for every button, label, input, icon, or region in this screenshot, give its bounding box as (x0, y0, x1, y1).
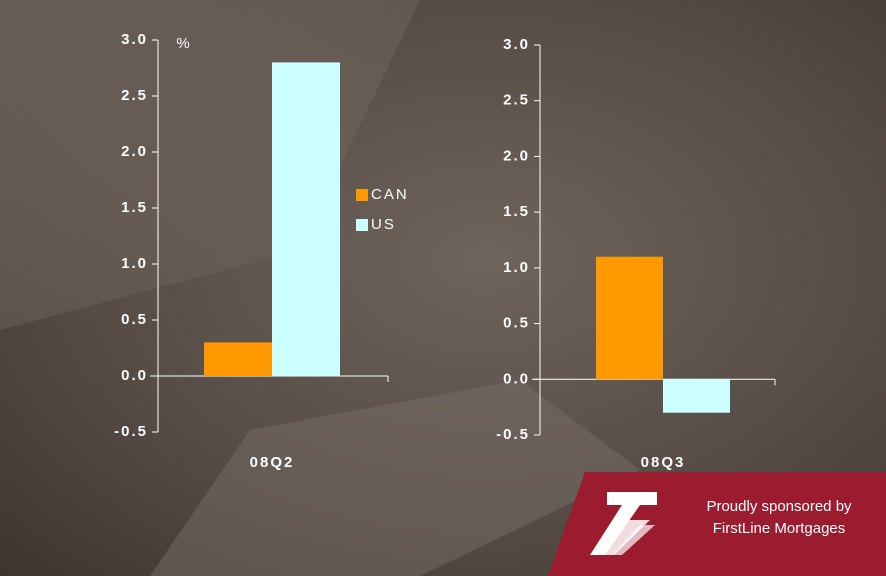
x-tick-label: 08Q3 (641, 454, 686, 471)
y-tick-label: 0.0 (503, 370, 530, 387)
bar (204, 342, 272, 376)
y-tick-label: 1.0 (503, 259, 530, 276)
y-tick-label: 2.0 (121, 143, 148, 160)
y-tick-label: -0.5 (114, 423, 148, 440)
bar (596, 257, 663, 380)
screen: -0.5 0.0 0.5 1.0 1.5 2.0 2.5 3.0% 08Q2 CAN US -0.5 0… (0, 0, 886, 576)
y-tick-label: -0.5 (496, 426, 530, 443)
legend-swatch (356, 189, 368, 201)
x-tick-label: 08Q2 (250, 454, 295, 471)
sponsor-text: FirstLine Mortgages (713, 520, 846, 537)
y-tick-label: 1.5 (121, 199, 148, 216)
unit-label: % (176, 35, 189, 52)
y-tick-label: 2.5 (121, 87, 148, 104)
y-tick-label: 1.5 (503, 203, 530, 220)
y-tick-label: 2.5 (503, 92, 530, 109)
bar (272, 62, 340, 376)
y-tick-label: 1.0 (121, 255, 148, 272)
y-tick-label: 0.5 (121, 311, 148, 328)
y-tick-label: 3.0 (121, 31, 148, 48)
legend-label: US (371, 216, 396, 233)
bar (663, 379, 730, 412)
y-tick-label: 0.5 (503, 315, 530, 332)
sponsor-text: Proudly sponsored by (706, 498, 852, 515)
legend-label: CAN (371, 186, 409, 203)
sponsor-badge: Proudly sponsored by FirstLine Mortgages (548, 472, 886, 576)
legend-swatch (356, 219, 368, 231)
y-tick-label: 3.0 (503, 36, 530, 53)
y-tick-label: 2.0 (503, 147, 530, 164)
y-tick-label: 0.0 (121, 367, 148, 384)
